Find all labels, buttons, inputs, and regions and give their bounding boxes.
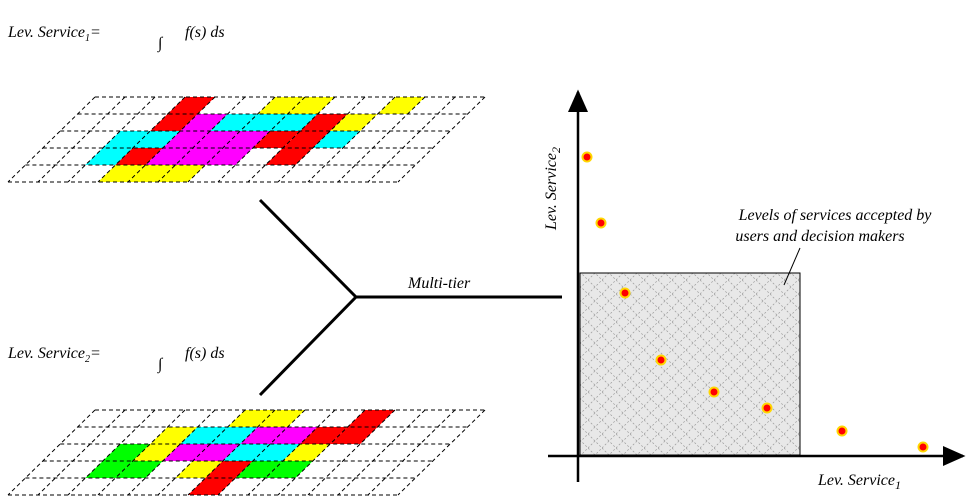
formula-1: Lev. Service1= xyxy=(7,24,101,44)
formula-equals: = xyxy=(90,24,101,41)
integrand: f(s) ds xyxy=(185,24,225,41)
point xyxy=(583,153,592,162)
axis-subscript: 1 xyxy=(895,478,901,492)
integral-sign: ∫ xyxy=(157,356,164,374)
axis-label: Lev. Service xyxy=(543,153,560,231)
grid-line xyxy=(8,410,95,495)
diagram: Lev. Service1= ∫ f(s) ds Lev. Service2= … xyxy=(0,0,969,498)
connector-label: Multi-tier xyxy=(407,275,471,292)
integral-sign: ∫ xyxy=(157,35,164,53)
point xyxy=(710,388,719,397)
point xyxy=(597,219,606,228)
grid-line xyxy=(8,97,95,182)
grid-cell xyxy=(265,148,312,165)
formula-equals: = xyxy=(90,345,101,362)
point xyxy=(763,404,772,413)
x-axis-label: Lev. Service1 xyxy=(817,472,901,492)
formula-label: Lev. Service xyxy=(7,345,85,362)
formula-2: Lev. Service2= xyxy=(7,345,101,365)
grid-cell xyxy=(188,478,235,495)
grid-cell xyxy=(378,97,425,114)
grid-cell xyxy=(348,410,395,427)
grid-cell xyxy=(168,97,215,114)
formula-label: Lev. Service xyxy=(7,24,85,41)
point xyxy=(621,289,630,298)
integrand: f(s) ds xyxy=(185,345,225,362)
axis-subscript: 2 xyxy=(549,147,563,153)
annotation: Levels of services accepted by xyxy=(738,207,933,224)
connector xyxy=(260,200,562,395)
point xyxy=(838,427,847,436)
axis-label: Lev. Service xyxy=(817,472,895,489)
point xyxy=(657,356,666,365)
accepted-region xyxy=(580,273,800,455)
grid-line xyxy=(398,410,485,495)
annotation: users and decision makers xyxy=(735,228,904,245)
y-axis-label: Lev. Service2 xyxy=(543,147,563,231)
point xyxy=(919,443,928,452)
